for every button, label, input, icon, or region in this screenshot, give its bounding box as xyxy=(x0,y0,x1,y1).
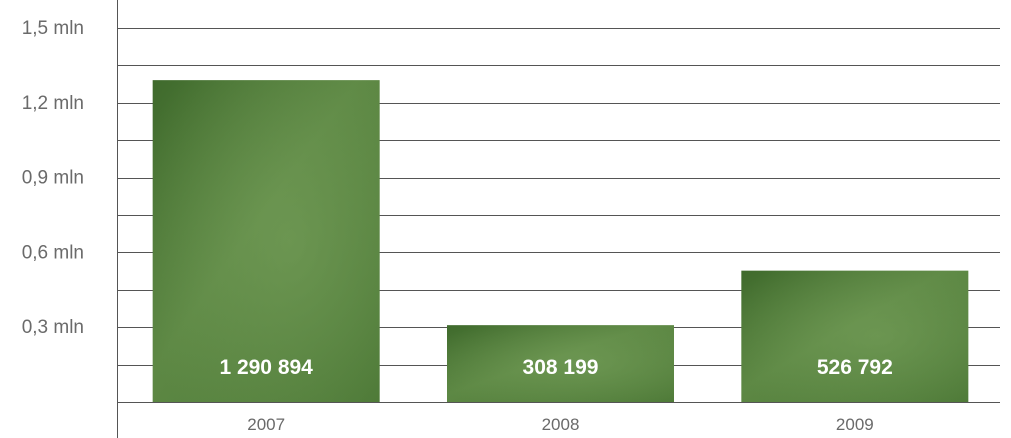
bar-sheen-2007 xyxy=(152,80,380,403)
y-tick-label: 0,3 mln xyxy=(22,317,84,338)
x-tick-labels: 2007 2008 2009 xyxy=(247,415,873,434)
bars xyxy=(152,80,969,403)
x-tick-2009: 2009 xyxy=(836,415,874,434)
data-label-2007: 1 290 894 xyxy=(219,356,313,379)
y-tick-labels: 0,3 mln 0,6 mln 0,9 mln 1,2 mln 1,5 mln xyxy=(22,18,84,338)
x-tick-2008: 2008 xyxy=(542,415,580,434)
y-tick-label: 1,2 mln xyxy=(22,93,84,114)
x-tick-2007: 2007 xyxy=(247,415,285,434)
axes xyxy=(117,0,1000,438)
data-label-2008: 308 199 xyxy=(523,356,599,379)
y-tick-label: 0,6 mln xyxy=(22,242,84,263)
y-tick-label: 0,9 mln xyxy=(22,168,84,189)
data-label-2009: 526 792 xyxy=(817,356,893,379)
y-tick-label: 1,5 mln xyxy=(22,18,84,39)
bar-sheen-2009 xyxy=(741,270,969,402)
bar-sheen-2008 xyxy=(447,325,674,402)
data-labels: 1 290 894 308 199 526 792 xyxy=(219,356,892,379)
